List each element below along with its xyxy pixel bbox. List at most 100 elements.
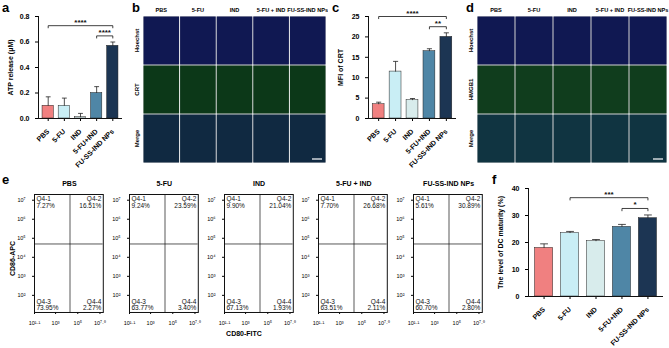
- svg-text:10⁷: 10⁷: [17, 197, 25, 203]
- svg-text:Merge: Merge: [134, 129, 140, 147]
- svg-text:Hoechst: Hoechst: [134, 29, 140, 53]
- svg-text:10⁴: 10⁴: [396, 254, 405, 260]
- svg-text:10⁷: 10⁷: [112, 197, 120, 203]
- svg-text:PBS: PBS: [490, 7, 502, 13]
- svg-text:Q4-230.89%: Q4-230.89%: [458, 195, 480, 208]
- svg-text:0: 0: [356, 115, 360, 122]
- svg-text:0.8: 0.8: [20, 13, 30, 20]
- svg-text:40: 40: [512, 185, 520, 192]
- svg-text:5-FU: 5-FU: [192, 7, 204, 13]
- svg-text:10⁴: 10⁴: [112, 254, 121, 260]
- svg-text:10⁵: 10⁵: [453, 320, 461, 326]
- svg-text:10²: 10²: [18, 292, 26, 298]
- svg-text:IND: IND: [567, 7, 577, 13]
- svg-text:10⁷·⁰: 10⁷·⁰: [284, 320, 296, 326]
- svg-text:10²: 10²: [302, 292, 310, 298]
- svg-text:20: 20: [512, 239, 520, 246]
- svg-text:10²: 10²: [207, 292, 215, 298]
- svg-text:10¹·¹: 10¹·¹: [313, 320, 325, 326]
- svg-text:10³: 10³: [241, 320, 249, 326]
- svg-text:Q4-223.59%: Q4-223.59%: [174, 195, 196, 208]
- svg-text:IND: IND: [230, 7, 240, 13]
- svg-text:0.2: 0.2: [20, 89, 30, 96]
- svg-text:0.4: 0.4: [20, 64, 30, 71]
- svg-text:Q4-367.13%: Q4-367.13%: [226, 298, 248, 311]
- svg-text:10³: 10³: [302, 273, 310, 279]
- svg-text:10³: 10³: [336, 320, 344, 326]
- svg-text:5-FU: 5-FU: [51, 128, 67, 144]
- svg-text:10⁶: 10⁶: [207, 216, 215, 222]
- svg-text:PBS: PBS: [531, 305, 546, 320]
- svg-text:Q4-226.68%: Q4-226.68%: [364, 195, 386, 208]
- svg-text:10⁵: 10⁵: [302, 235, 310, 241]
- svg-text:Q4-42.11%: Q4-42.11%: [368, 298, 386, 311]
- svg-text:Q4-42.80%: Q4-42.80%: [462, 298, 481, 311]
- svg-text:10⁵: 10⁵: [17, 235, 25, 241]
- svg-text:Q4-363.51%: Q4-363.51%: [321, 298, 343, 311]
- svg-text:10¹·¹: 10¹·¹: [408, 320, 420, 326]
- svg-text:10³: 10³: [18, 273, 26, 279]
- svg-text:0.6: 0.6: [20, 38, 30, 45]
- svg-text:Hoechst: Hoechst: [468, 29, 474, 53]
- svg-text:10⁴: 10⁴: [207, 254, 216, 260]
- svg-text:****: ****: [99, 28, 112, 37]
- svg-text:10⁷·⁰: 10⁷·⁰: [94, 320, 106, 326]
- svg-text:Q4-373.95%: Q4-373.95%: [37, 298, 59, 311]
- svg-text:PBS: PBS: [156, 7, 168, 13]
- svg-text:FU-SS-IND NPs: FU-SS-IND NPs: [74, 128, 115, 169]
- svg-text:Q4-363.77%: Q4-363.77%: [131, 298, 153, 311]
- svg-text:5-FU+IND: 5-FU+IND: [597, 306, 624, 333]
- svg-text:10⁷: 10⁷: [207, 197, 215, 203]
- svg-text:10²: 10²: [112, 292, 120, 298]
- svg-text:10¹·¹: 10¹·¹: [29, 320, 41, 326]
- svg-text:Q4-43.40%: Q4-43.40%: [178, 298, 197, 311]
- svg-text:ATP release (μM): ATP release (μM): [7, 39, 15, 95]
- svg-text:PBS: PBS: [35, 127, 50, 142]
- svg-text:10⁷: 10⁷: [302, 197, 310, 203]
- svg-text:Q4-19.24%: Q4-19.24%: [131, 195, 150, 208]
- svg-text:10: 10: [512, 266, 520, 273]
- svg-text:25: 25: [352, 13, 360, 20]
- svg-text:Q4-41.93%: Q4-41.93%: [272, 298, 291, 311]
- svg-text:FU-SS-IND NPs: FU-SS-IND NPs: [628, 7, 669, 13]
- svg-text:MFI of CRT: MFI of CRT: [337, 48, 344, 86]
- svg-text:5-FU + IND: 5-FU + IND: [596, 7, 624, 13]
- svg-text:10²: 10²: [397, 292, 405, 298]
- svg-text:10³: 10³: [207, 273, 215, 279]
- svg-text:10⁷: 10⁷: [397, 197, 405, 203]
- svg-text:15: 15: [352, 54, 360, 61]
- svg-text:**: **: [435, 19, 442, 28]
- svg-text:10⁷·⁰: 10⁷·⁰: [473, 320, 485, 326]
- svg-text:CRT: CRT: [134, 83, 140, 96]
- svg-text:10⁴: 10⁴: [301, 254, 310, 260]
- svg-text:FU-SS-IND NPs: FU-SS-IND NPs: [408, 128, 449, 169]
- svg-text:10⁵: 10⁵: [112, 235, 120, 241]
- svg-text:Q4-15.61%: Q4-15.61%: [416, 195, 435, 208]
- svg-text:10⁶: 10⁶: [17, 216, 25, 222]
- svg-text:10³: 10³: [112, 273, 120, 279]
- svg-text:10³: 10³: [146, 320, 154, 326]
- svg-text:***: ***: [604, 190, 614, 199]
- svg-text:10⁷·⁰: 10⁷·⁰: [189, 320, 201, 326]
- svg-text:HMGB1: HMGB1: [468, 78, 474, 100]
- svg-text:10: 10: [352, 74, 360, 81]
- svg-text:10⁵: 10⁵: [74, 320, 82, 326]
- svg-text:10⁵: 10⁵: [358, 320, 366, 326]
- svg-text:The level of DC maturity (%): The level of DC maturity (%): [497, 196, 505, 289]
- svg-text:5-FU: 5-FU: [528, 7, 540, 13]
- svg-text:10³: 10³: [431, 320, 439, 326]
- svg-text:*: *: [633, 200, 637, 209]
- svg-text:Q4-360.70%: Q4-360.70%: [416, 298, 438, 311]
- svg-text:5-FU: 5-FU: [556, 306, 572, 322]
- svg-text:****: ****: [74, 18, 87, 27]
- svg-text:30: 30: [512, 212, 520, 219]
- svg-text:IND: IND: [401, 128, 414, 141]
- svg-text:10⁶: 10⁶: [112, 216, 120, 222]
- svg-text:FU-SS-IND NPs: FU-SS-IND NPs: [287, 7, 328, 13]
- svg-text:10⁶: 10⁶: [396, 216, 404, 222]
- svg-text:10⁵: 10⁵: [168, 320, 176, 326]
- svg-text:10⁵: 10⁵: [207, 235, 215, 241]
- svg-text:10³: 10³: [397, 273, 405, 279]
- svg-text:****: ****: [406, 9, 419, 18]
- svg-text:10¹·¹: 10¹·¹: [124, 320, 136, 326]
